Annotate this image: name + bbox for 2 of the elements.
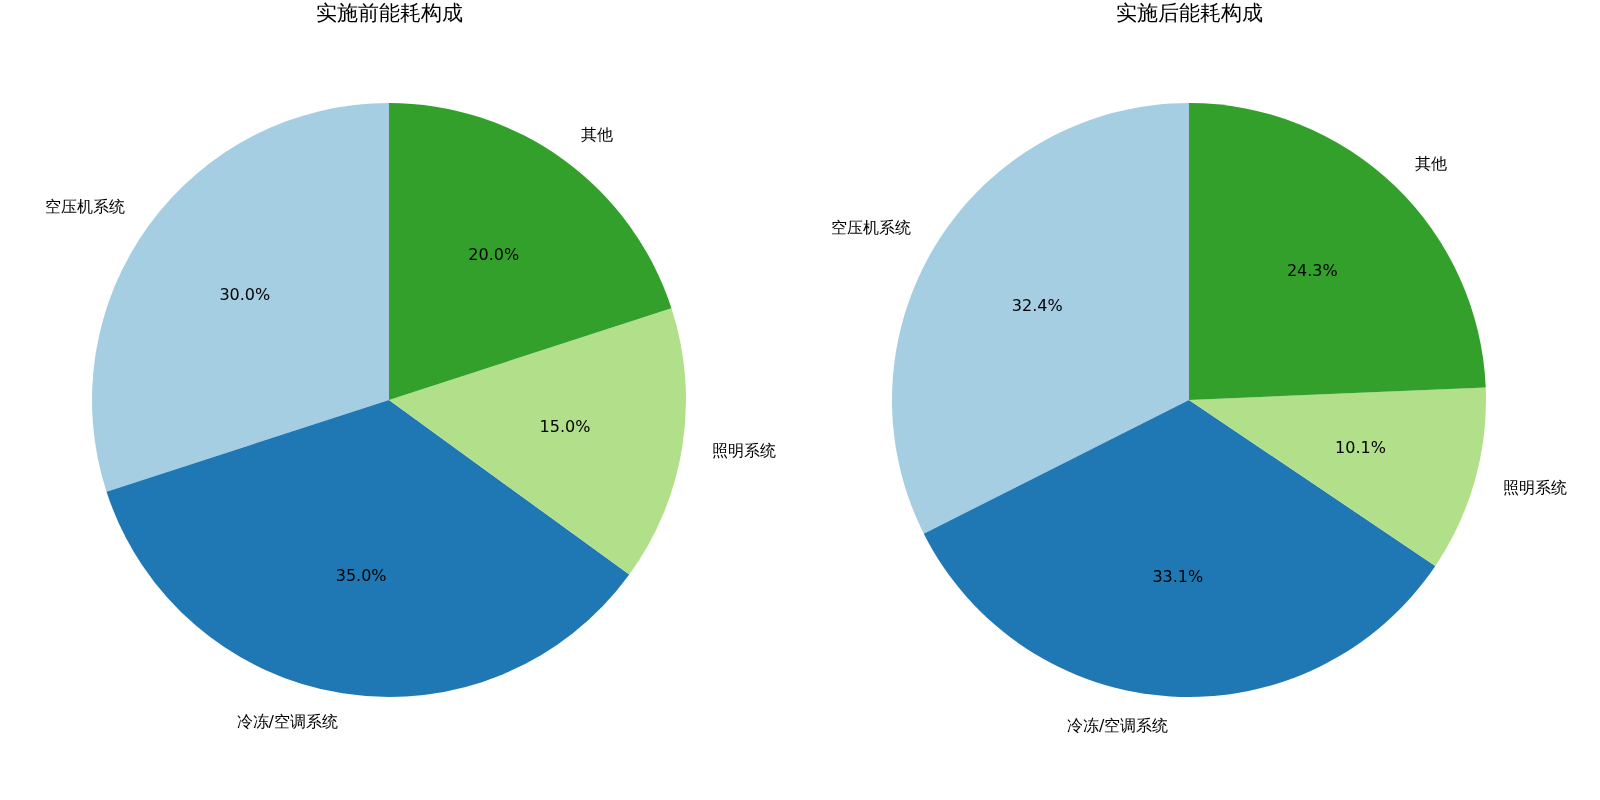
title: 实施前能耗构成 <box>315 1 463 25</box>
title: 实施后能耗构成 <box>1115 1 1263 25</box>
